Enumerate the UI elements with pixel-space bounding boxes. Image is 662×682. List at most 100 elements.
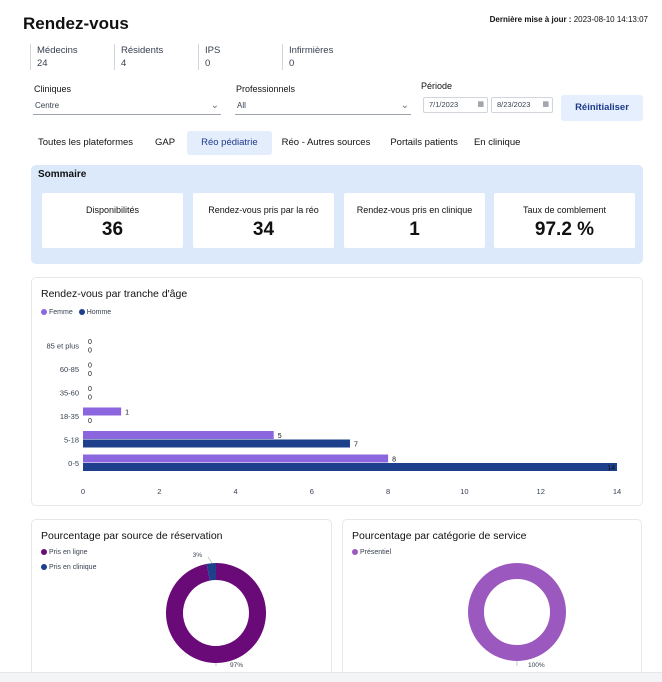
date-start-input[interactable]: 7/1/2023 ▦ bbox=[423, 97, 488, 113]
data-label: 0 bbox=[88, 418, 92, 425]
x-tick-label: 12 bbox=[537, 487, 545, 496]
legend-label: Femme bbox=[49, 309, 73, 316]
count-label: IPS bbox=[205, 45, 221, 56]
count-value: 0 bbox=[205, 58, 211, 69]
legend-dot bbox=[41, 309, 47, 315]
last-update-label: Dernière mise à jour : bbox=[489, 15, 572, 24]
kpi-label: Rendez-vous pris par la réo bbox=[208, 205, 319, 215]
kpi-rdv-reo: Rendez-vous pris par la réo 34 bbox=[193, 193, 334, 248]
kpi-label: Disponibilités bbox=[85, 205, 140, 215]
reset-button[interactable]: Réinitialiser bbox=[561, 95, 643, 121]
cliniques-value: Centre bbox=[35, 101, 60, 110]
data-label: 0 bbox=[88, 363, 92, 370]
bar-femme bbox=[83, 454, 389, 463]
staff-counts: Médecins 24 Résidents 4 IPS 0 Infirmière… bbox=[30, 44, 366, 70]
bar-femme bbox=[83, 407, 122, 416]
kpi-value: 34 bbox=[252, 219, 275, 240]
tab-gap[interactable]: GAP bbox=[155, 137, 176, 148]
chart-title: Pourcentage par source de réservation bbox=[41, 530, 223, 542]
y-tick-label: 18-35 bbox=[60, 412, 79, 421]
date-end-input[interactable]: 8/23/2023 ▦ bbox=[491, 97, 553, 113]
count-value: 0 bbox=[289, 58, 295, 69]
kpi-rdv-clinique: Rendez-vous pris en clinique 1 bbox=[344, 193, 485, 248]
legend-dot bbox=[78, 309, 85, 315]
data-label: 0 bbox=[88, 371, 92, 378]
x-tick-label: 8 bbox=[386, 487, 390, 496]
service-chart-panel: Pourcentage par catégorie de service Pré… bbox=[342, 519, 642, 679]
data-label: 0 bbox=[88, 395, 92, 402]
data-label: 0 bbox=[88, 339, 92, 346]
y-tick-label: 60-85 bbox=[60, 365, 79, 374]
age-chart-panel: Rendez-vous par tranche d'âge Femme Homm… bbox=[31, 277, 643, 506]
kpi-value: 1 bbox=[409, 219, 420, 240]
cliniques-label: Cliniques bbox=[34, 84, 72, 94]
summary-title: Sommaire bbox=[38, 169, 87, 180]
legend-dot bbox=[41, 564, 47, 570]
count-infirmieres: Infirmières 0 bbox=[282, 44, 366, 70]
count-residents: Résidents 4 bbox=[114, 44, 198, 70]
legend-item-en-clinique[interactable]: Pris en clinique bbox=[41, 564, 96, 571]
source-chart-legend: Pris en ligne Pris en clinique bbox=[41, 549, 100, 579]
tab-reo-pediatrie[interactable]: Réo pédiatrie bbox=[187, 131, 272, 155]
tab-reo-autres[interactable]: Réo - Autres sources bbox=[281, 137, 371, 148]
x-tick-label: 14 bbox=[613, 487, 621, 496]
data-label: 1 bbox=[125, 410, 129, 417]
x-tick-label: 6 bbox=[310, 487, 314, 496]
page-title: Rendez-vous bbox=[23, 14, 129, 33]
y-tick-label: 85 et plus bbox=[46, 342, 79, 351]
legend-item-presentiel[interactable]: Présentiel bbox=[352, 549, 391, 556]
legend-label: Présentiel bbox=[360, 549, 392, 556]
bar-femme bbox=[83, 431, 274, 439]
data-label: 0 bbox=[88, 386, 92, 393]
bar-homme bbox=[83, 439, 350, 448]
legend-item-femme[interactable]: Femme bbox=[41, 309, 73, 316]
donut-slice bbox=[206, 563, 216, 581]
tab-toutes[interactable]: Toutes les plateformes bbox=[38, 137, 134, 148]
x-tick-label: 4 bbox=[233, 487, 237, 496]
last-update-value: 2023-08-10 14:13:07 bbox=[573, 15, 648, 24]
count-value: 4 bbox=[121, 58, 127, 69]
kpi-label: Rendez-vous pris en clinique bbox=[356, 205, 473, 215]
kpi-value: 36 bbox=[101, 219, 124, 240]
chevron-down-icon: ⌄ bbox=[400, 100, 409, 111]
professionnels-select[interactable]: All ⌄ bbox=[235, 99, 411, 115]
data-label: 14 bbox=[607, 465, 615, 472]
count-ips: IPS 0 bbox=[198, 44, 282, 70]
legend-item-homme[interactable]: Homme bbox=[78, 309, 112, 316]
cliniques-select[interactable]: Centre ⌄ bbox=[33, 99, 221, 115]
y-tick-label: 35-60 bbox=[60, 389, 79, 398]
professionnels-label: Professionnels bbox=[236, 84, 296, 94]
legend-label: Homme bbox=[86, 309, 112, 316]
legend-label: Pris en ligne bbox=[49, 549, 88, 556]
bar-homme bbox=[83, 463, 617, 471]
legend-dot bbox=[352, 549, 358, 555]
count-medecins: Médecins 24 bbox=[30, 44, 114, 70]
horizontal-scrollbar[interactable] bbox=[0, 672, 662, 682]
x-tick-label: 2 bbox=[157, 487, 161, 496]
kpi-value: 97.2 % bbox=[534, 219, 595, 240]
chevron-down-icon: ⌄ bbox=[210, 100, 219, 111]
donut-slice bbox=[165, 563, 266, 663]
y-tick-label: 0-5 bbox=[68, 459, 79, 468]
slice-label: 3% bbox=[193, 552, 203, 559]
source-chart-panel: Pourcentage par source de réservation Pr… bbox=[31, 519, 332, 679]
data-label: 0 bbox=[88, 348, 92, 355]
chart-title: Pourcentage par catégorie de service bbox=[352, 530, 527, 542]
x-tick-label: 0 bbox=[81, 487, 85, 496]
count-label: Infirmières bbox=[289, 45, 334, 56]
periode-label: Période bbox=[421, 81, 453, 91]
service-chart-legend: Présentiel bbox=[352, 549, 395, 564]
tab-en-clinique[interactable]: En clinique bbox=[473, 137, 521, 148]
age-chart-legend: Femme Homme bbox=[41, 309, 115, 316]
data-label: 7 bbox=[354, 442, 358, 449]
slice-label: 100% bbox=[528, 662, 545, 669]
kpi-disponibilites: Disponibilités 36 bbox=[42, 193, 183, 248]
source-donut-chart: 97% 3% bbox=[165, 552, 266, 669]
count-value: 24 bbox=[37, 58, 48, 69]
data-label: 8 bbox=[392, 457, 396, 464]
tab-portails[interactable]: Portails patients bbox=[390, 137, 458, 148]
slice-label: 97% bbox=[230, 662, 243, 669]
legend-item-en-ligne[interactable]: Pris en ligne bbox=[41, 549, 96, 556]
legend-label: Pris en clinique bbox=[49, 564, 97, 571]
